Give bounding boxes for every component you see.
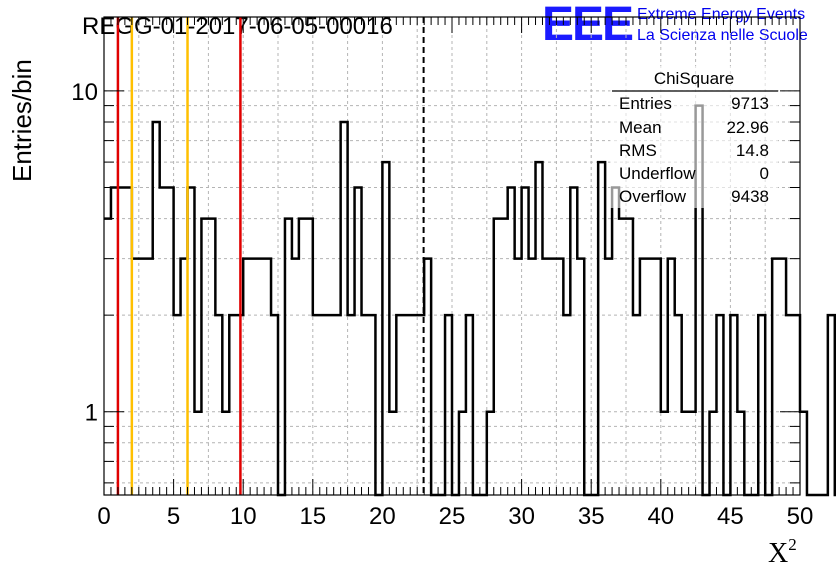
x-tick-label: 30 xyxy=(508,503,535,530)
stats-label: Underflow xyxy=(619,164,696,183)
x-tick-label: 45 xyxy=(717,503,744,530)
y-tick-labels: 1 10 xyxy=(71,79,98,427)
x-tick-label: 0 xyxy=(97,503,110,530)
x-axis-label: X2 xyxy=(768,535,797,569)
x-tick-label: 40 xyxy=(647,503,674,530)
stats-row-entries: Entries 9713 xyxy=(619,94,769,113)
stats-value: 22.96 xyxy=(726,118,769,137)
stats-value: 0 xyxy=(760,164,769,183)
stats-row-mean: Mean 22.96 xyxy=(619,118,769,137)
x-tick-label: 25 xyxy=(439,503,466,530)
x-axis-label-sup: 2 xyxy=(788,535,797,554)
stats-box: ChiSquare Entries 9713 Mean 22.96 RMS 14… xyxy=(610,66,778,208)
x-tick-label: 20 xyxy=(369,503,396,530)
stats-label: Entries xyxy=(619,94,672,113)
axis-ticks xyxy=(103,17,801,495)
x-tick-label: 5 xyxy=(167,503,180,530)
x-tick-label: 50 xyxy=(787,503,814,530)
stats-value: 9438 xyxy=(731,187,769,206)
logo-line-1: Extreme Energy Events xyxy=(637,6,805,23)
logo-mark: EEE xyxy=(542,0,633,51)
x-tick-labels: 0 5 10 15 20 25 30 35 40 45 50 xyxy=(97,503,813,530)
stats-value: 9713 xyxy=(731,94,769,113)
logo-line-2: La Scienza nelle Scuole xyxy=(637,27,808,44)
stats-row-rms: RMS 14.8 xyxy=(619,141,769,160)
plot-frame xyxy=(103,16,801,496)
stats-title: ChiSquare xyxy=(654,69,734,88)
stats-row-underflow: Underflow 0 xyxy=(619,164,769,183)
y-tick-label: 10 xyxy=(71,79,98,106)
stats-label: Mean xyxy=(619,118,662,137)
svg-text:X2: X2 xyxy=(768,535,797,569)
x-axis-label-base: X xyxy=(768,538,788,569)
marker-lines xyxy=(116,17,425,495)
stats-row-overflow: Overflow 9438 xyxy=(619,187,769,206)
stats-label: Overflow xyxy=(619,187,687,206)
x-tick-label: 15 xyxy=(299,503,326,530)
y-tick-label: 1 xyxy=(85,400,98,427)
stats-label: RMS xyxy=(619,141,657,160)
eee-logo: EEE Extreme Energy Events La Scienza nel… xyxy=(542,0,808,51)
x-tick-label: 35 xyxy=(578,503,605,530)
histogram-outline xyxy=(104,104,836,497)
stats-value: 14.8 xyxy=(736,141,769,160)
x-tick-label: 10 xyxy=(230,503,257,530)
y-axis-label: Entries/bin xyxy=(7,59,37,182)
